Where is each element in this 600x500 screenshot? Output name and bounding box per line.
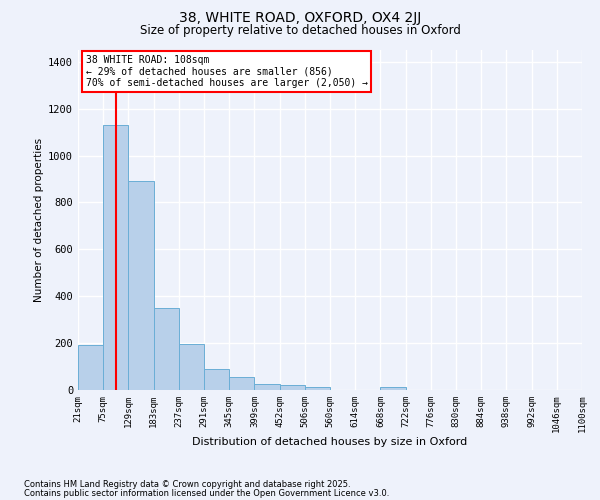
Bar [154,308,179,390]
Y-axis label: Number of detached properties: Number of detached properties [34,138,44,302]
Bar [103,125,128,390]
Text: 38 WHITE ROAD: 108sqm
← 29% of detached houses are smaller (856)
70% of semi-det: 38 WHITE ROAD: 108sqm ← 29% of detached … [86,55,368,88]
Bar [305,387,330,390]
Bar [280,386,305,390]
Bar [78,346,103,390]
Bar [380,387,406,390]
X-axis label: Distribution of detached houses by size in Oxford: Distribution of detached houses by size … [193,436,467,446]
Bar [229,377,254,390]
Text: 38, WHITE ROAD, OXFORD, OX4 2JJ: 38, WHITE ROAD, OXFORD, OX4 2JJ [179,11,421,25]
Bar [179,344,204,390]
Text: Contains HM Land Registry data © Crown copyright and database right 2025.: Contains HM Land Registry data © Crown c… [24,480,350,489]
Text: Size of property relative to detached houses in Oxford: Size of property relative to detached ho… [140,24,460,37]
Bar [204,369,229,390]
Text: Contains public sector information licensed under the Open Government Licence v3: Contains public sector information licen… [24,488,389,498]
Bar [128,182,154,390]
Bar [254,384,280,390]
